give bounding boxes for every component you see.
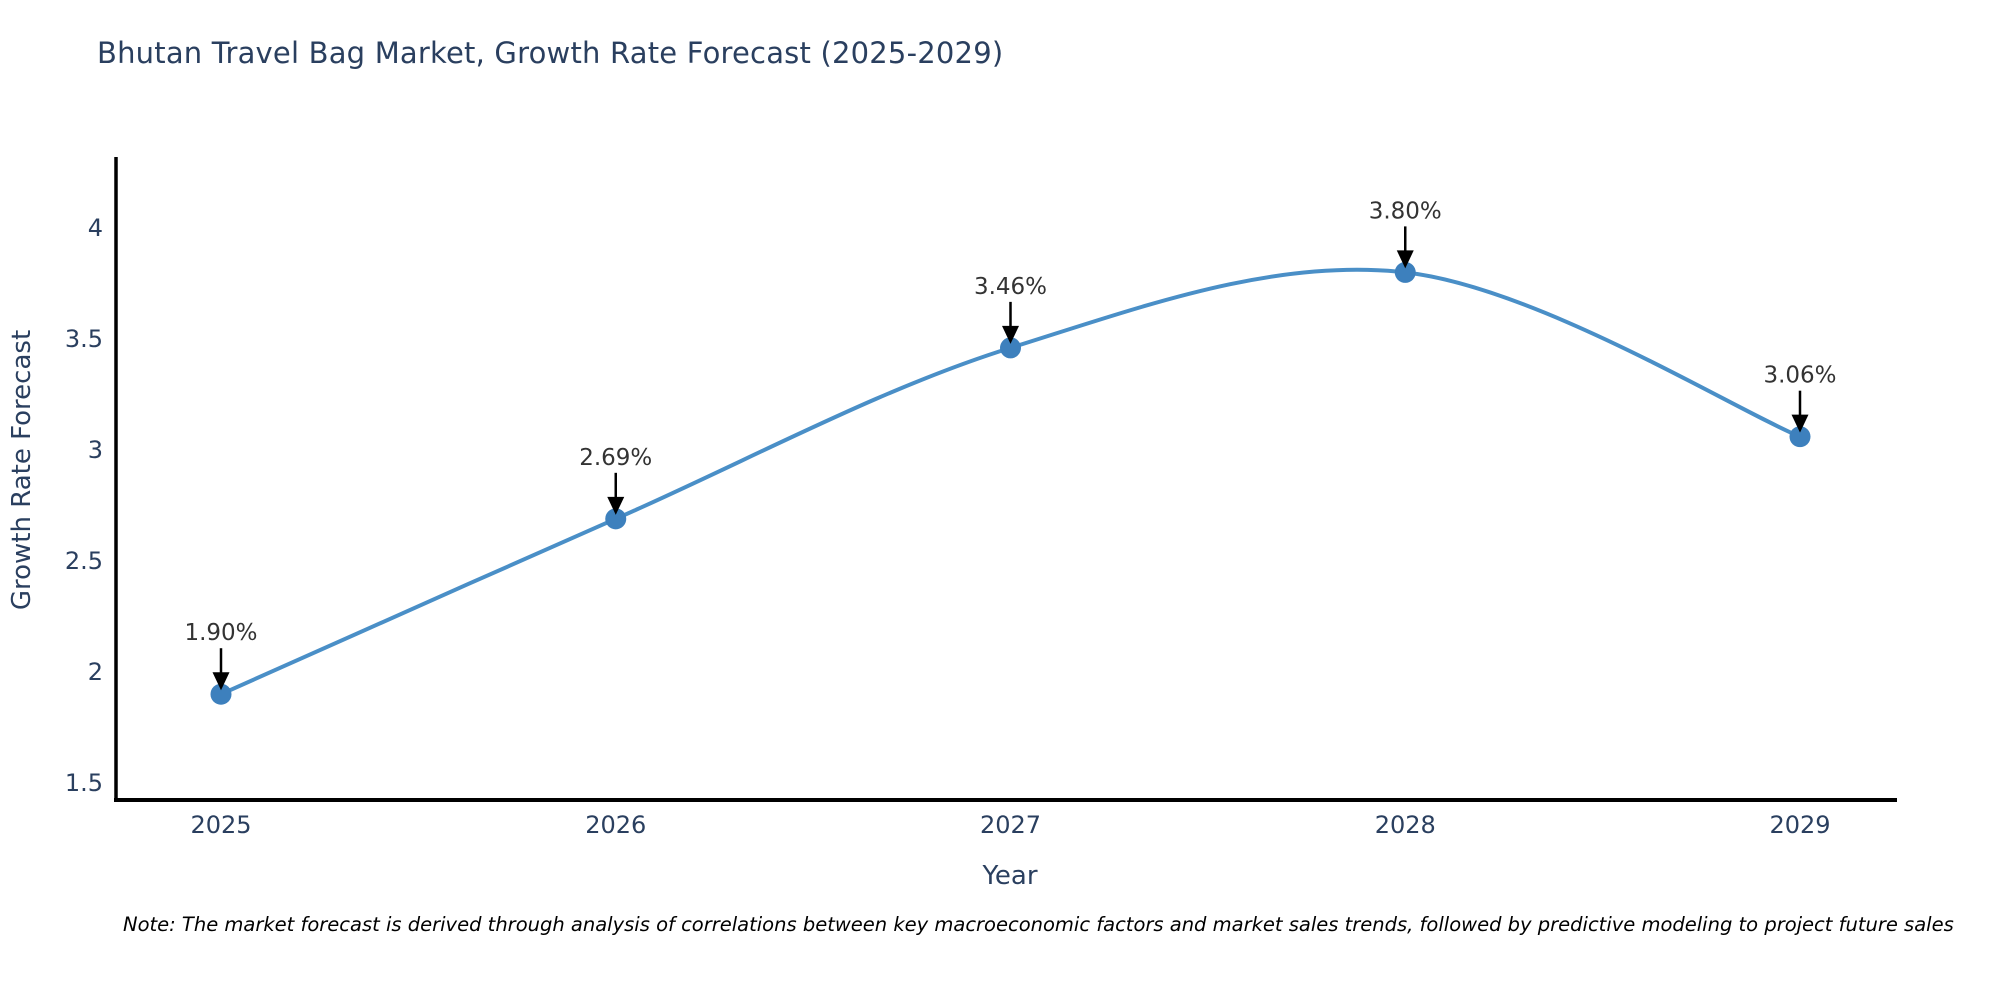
data-point-marker <box>605 508 627 530</box>
annotation-arrow-head <box>212 672 230 691</box>
data-point-label: 1.90% <box>184 620 257 646</box>
annotation-arrow-head <box>1002 325 1019 344</box>
annotation-arrow-head <box>1396 250 1414 269</box>
y-tick-label: 3 <box>88 436 103 464</box>
footnote: Note: The market forecast is derived thr… <box>123 913 1954 936</box>
y-tick-label: 3.5 <box>65 325 103 353</box>
x-tick-label: 2027 <box>980 811 1041 839</box>
data-point-marker <box>1394 261 1416 283</box>
data-point-label: 3.06% <box>1763 363 1836 389</box>
x-tick-label: 2025 <box>190 811 251 839</box>
data-point-marker <box>1000 337 1021 359</box>
x-tick-label: 2026 <box>585 811 646 839</box>
x-tick-label: 2028 <box>1375 811 1436 839</box>
x-tick-label: 2029 <box>1769 811 1830 839</box>
data-point-label: 3.46% <box>974 274 1047 300</box>
annotation-arrow-head <box>607 496 625 515</box>
data-point-marker <box>210 683 232 705</box>
y-tick-label: 2 <box>88 658 103 686</box>
x-axis-label: Year <box>981 861 1037 891</box>
y-tick-label: 2.5 <box>65 547 103 575</box>
data-point-marker <box>1789 426 1811 448</box>
y-tick-label: 1.5 <box>65 769 103 797</box>
annotation-arrow-head <box>1791 414 1809 433</box>
y-tick-label: 4 <box>88 214 103 242</box>
data-point-label: 2.69% <box>579 445 652 471</box>
y-axis-label: Growth Rate Forecast <box>7 330 37 610</box>
data-point-label: 3.80% <box>1369 198 1442 224</box>
plot-generated-layer: 1.5 2 2.5 3 3.5 4 2025 2026 2027 2028 2029 1.90% 2.6… <box>65 157 1897 839</box>
chart-title: Bhutan Travel Bag Market, Growth Rate Fo… <box>97 36 1004 70</box>
